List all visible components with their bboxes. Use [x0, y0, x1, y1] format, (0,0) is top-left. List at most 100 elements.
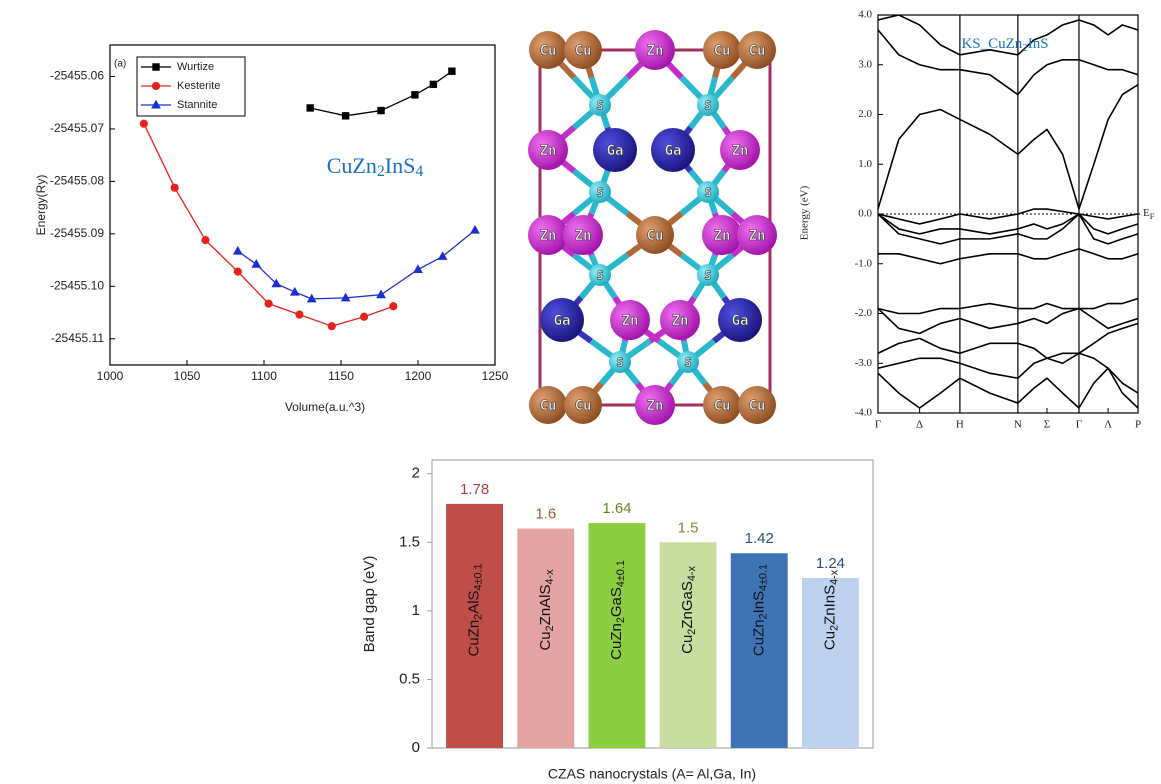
marker [152, 82, 159, 89]
atom-label: S [596, 186, 603, 200]
text-run: 4-x [544, 569, 556, 585]
x-tick-label: Γ [875, 419, 881, 431]
marker [377, 291, 385, 298]
y-axis-label: Band gap (eV) [361, 556, 378, 653]
formula-annotation: KS_CuZn2InS [961, 36, 1048, 54]
x-tick-label: 1250 [482, 369, 509, 383]
y-axis-label: Energy(Ry) [34, 175, 48, 236]
marker [412, 92, 418, 98]
x-tick-label: 1100 [251, 369, 277, 383]
marker [153, 64, 159, 70]
text-run: GaS [608, 587, 625, 617]
y-tick-label: -25455.06 [50, 69, 104, 83]
x-tick-label: 1150 [328, 369, 354, 383]
marker [414, 265, 422, 272]
y-tick-label: -2.0 [855, 307, 873, 319]
y-tick-label: 0.5 [399, 670, 420, 687]
text-run: CuZn [466, 620, 483, 657]
text-run: InS [1028, 36, 1049, 52]
atom-label: Cu [714, 398, 731, 414]
atom-label: Cu [540, 43, 557, 59]
marker [296, 311, 303, 318]
atom-label: Cu [647, 228, 664, 244]
atom-label: Cu [575, 398, 592, 414]
y-tick-label: 0 [412, 739, 420, 756]
atom-label: Zn [540, 228, 557, 244]
legend-label: Kesterite [177, 80, 220, 92]
line-chart: -25455.06 -25455.07 -25455.08 -25455.09 -254… [34, 45, 508, 414]
x-tick-label: Λ [1104, 419, 1112, 431]
text-run: 4-x [828, 569, 840, 585]
atom-label: Zn [732, 143, 749, 159]
x-tick-label: P [1135, 419, 1141, 431]
marker [171, 184, 178, 191]
y-tick-label: 1 [412, 602, 420, 619]
atom-label: S [596, 99, 603, 113]
series-line [878, 85, 1138, 209]
atom-label: Zn [714, 228, 731, 244]
marker [234, 268, 241, 275]
atom-label: Zn [622, 313, 639, 329]
atom-label: Zn [672, 313, 689, 329]
x-tick-label: H [956, 419, 964, 431]
y-tick-label: 2.0 [858, 108, 872, 120]
marker [430, 81, 436, 87]
text-run: Cu [821, 631, 838, 650]
figure: -25455.06 -25455.07 -25455.08 -25455.09 -254… [0, 0, 1161, 784]
atom-label: S [684, 356, 691, 370]
atom-label: Cu [749, 398, 766, 414]
series-line [878, 368, 1138, 408]
series-line [878, 309, 1138, 334]
value-label: 1.6 [535, 506, 556, 523]
x-axis-label: CZAS nanocrystals (A= Al,Ga, In) [548, 766, 756, 782]
atom-label: Ga [607, 143, 624, 159]
atom-label: Cu [714, 43, 731, 59]
legend-label: Wurtize [177, 61, 214, 73]
atom-label: Zn [540, 143, 557, 159]
marker [252, 260, 260, 267]
text-run: ZnInS [821, 585, 838, 625]
text-run: 4±0.1 [757, 564, 769, 591]
text-run: ZnGaS [679, 581, 696, 629]
x-tick-label: 1000 [97, 369, 124, 383]
marker [439, 252, 447, 259]
text-run: 2 [377, 163, 385, 180]
text-run: 4 [415, 163, 423, 180]
atom-label: S [616, 356, 623, 370]
series-line [878, 209, 1138, 224]
atom-label: Zn [647, 398, 664, 414]
series-line [878, 323, 1138, 358]
atom-label: S [596, 269, 603, 283]
bar-chart: 00.511.521.78CuZn2AlS4±0.11.6Cu2ZnAlS4-x… [361, 460, 873, 782]
y-tick-label: 4.0 [858, 9, 872, 21]
y-tick-label: -25455.08 [50, 174, 104, 188]
x-tick-label: Γ [1076, 419, 1082, 431]
marker [265, 300, 272, 307]
marker [471, 226, 479, 233]
text-run: F [1150, 212, 1155, 221]
text-run: CuZn [750, 619, 767, 656]
marker [234, 247, 242, 254]
x-tick-label: Σ [1044, 419, 1050, 431]
text-run: Cu [679, 635, 696, 654]
y-tick-label: 2 [412, 465, 420, 482]
panel-label: (a) [114, 59, 126, 70]
marker [342, 113, 348, 119]
line-chart: 4.03.02.01.00.0-1.0-2.0-3.0-4.0ΓΔHNΣΓΛPE… [799, 9, 1155, 431]
text-run: ZnAlS [537, 584, 554, 625]
y-tick-label: -25455.09 [50, 226, 104, 240]
y-tick-label: 1.5 [399, 533, 420, 550]
text-run: 4±0.1 [472, 564, 484, 591]
y-tick-label: -25455.10 [50, 278, 104, 292]
marker [378, 107, 384, 113]
text-run: InS [385, 153, 416, 178]
y-tick-label: 1.0 [858, 158, 872, 170]
atom-label: Cu [749, 43, 766, 59]
marker [307, 105, 313, 111]
y-tick-label: -25455.07 [50, 121, 104, 135]
x-tick-label: Δ [916, 419, 923, 431]
atom-label: Cu [575, 43, 592, 59]
value-label: 1.64 [602, 500, 631, 517]
atom-label: Ga [554, 313, 571, 329]
atom-label: S [704, 99, 711, 113]
